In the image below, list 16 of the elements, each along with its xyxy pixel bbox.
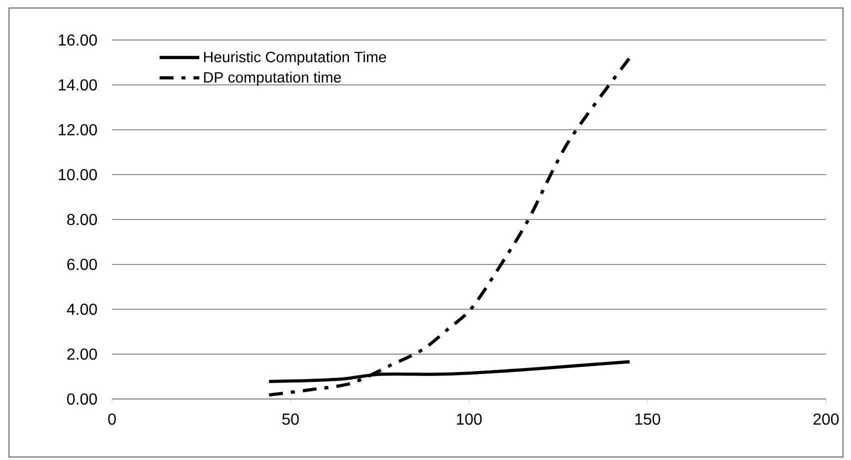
y-tick-label: 0.00 bbox=[67, 393, 97, 405]
x-tick-label: 200 bbox=[814, 413, 839, 425]
legend-label: Heuristic Computation Time bbox=[204, 51, 386, 66]
y-tick-label: 12.00 bbox=[58, 124, 97, 136]
x-tick-label: 100 bbox=[456, 413, 482, 425]
legend-label: DP computation time bbox=[204, 72, 341, 86]
y-tick-label: 6.00 bbox=[67, 258, 97, 270]
x-tick-label: 0 bbox=[108, 413, 116, 425]
y-tick-label: 4.00 bbox=[66, 304, 97, 315]
y-tick-label: 10.00 bbox=[58, 168, 97, 180]
y-tick-label: 2.00 bbox=[67, 348, 97, 360]
x-tick-label: 50 bbox=[282, 413, 299, 425]
x-tick-label: 150 bbox=[635, 413, 660, 425]
y-tick-label: 14.00 bbox=[58, 79, 97, 91]
y-tick-label: 16.00 bbox=[58, 34, 97, 46]
y-tick-label: 8.00 bbox=[67, 214, 97, 226]
